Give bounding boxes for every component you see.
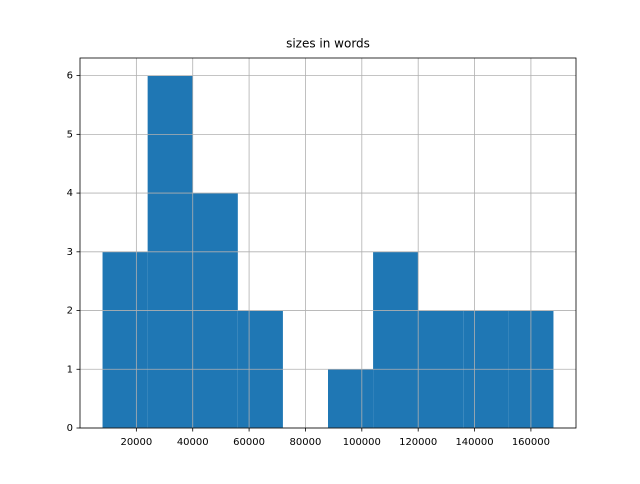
bar (102, 251, 148, 428)
y-tick-label: 3 (67, 247, 73, 258)
x-tick-label: 140000 (455, 437, 493, 448)
axes-frame (79, 57, 577, 429)
y-tick-label: 4 (67, 188, 73, 199)
y-tick-label: 1 (67, 364, 73, 375)
x-tick-label: 40000 (177, 437, 209, 448)
bar (328, 369, 374, 428)
x-tick-label: 60000 (233, 437, 265, 448)
x-tick-label: 80000 (290, 437, 322, 448)
y-tick-label: 0 (67, 423, 73, 434)
x-tick-label: 160000 (512, 437, 550, 448)
y-tick-label: 2 (67, 306, 73, 317)
y-tick-label: 5 (67, 129, 73, 140)
y-tick-label: 6 (67, 71, 73, 82)
x-tick-label: 20000 (120, 437, 152, 448)
chart-title: sizes in words (286, 37, 370, 51)
x-tick-label: 120000 (399, 437, 437, 448)
x-tick-label: 100000 (343, 437, 381, 448)
bar (373, 251, 419, 428)
